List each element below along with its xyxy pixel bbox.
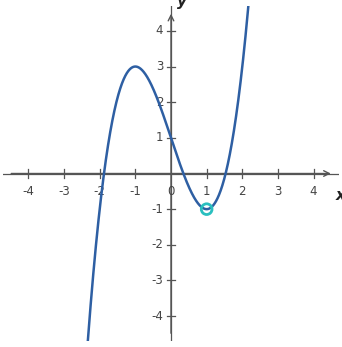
Text: -1: -1	[129, 185, 141, 198]
Text: 1: 1	[156, 132, 163, 144]
Text: y: y	[177, 0, 187, 9]
Text: 3: 3	[156, 60, 163, 73]
Text: -1: -1	[151, 203, 163, 215]
Text: -4: -4	[151, 310, 163, 323]
Text: -3: -3	[152, 274, 163, 287]
Text: 1: 1	[203, 185, 210, 198]
Text: 3: 3	[274, 185, 282, 198]
Text: -4: -4	[23, 185, 34, 198]
Text: 0: 0	[167, 185, 175, 198]
Text: 4: 4	[156, 24, 163, 37]
Text: -3: -3	[58, 185, 70, 198]
Text: 2: 2	[239, 185, 246, 198]
Text: x: x	[336, 188, 342, 203]
Text: 4: 4	[310, 185, 317, 198]
Text: 2: 2	[156, 96, 163, 109]
Text: -2: -2	[151, 238, 163, 251]
Text: -2: -2	[94, 185, 106, 198]
